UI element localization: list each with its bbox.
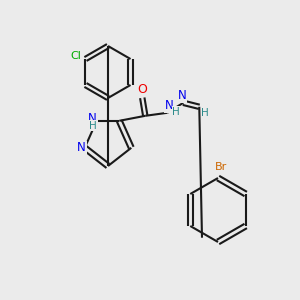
Text: Cl: Cl [70, 51, 81, 61]
Text: N: N [165, 99, 174, 112]
Text: N: N [77, 141, 86, 154]
Text: H: H [201, 108, 209, 118]
Text: H: H [89, 121, 97, 131]
Text: N: N [178, 89, 187, 102]
Text: O: O [137, 83, 147, 96]
Text: N: N [88, 112, 97, 125]
Text: Br: Br [215, 162, 227, 172]
Text: H: H [172, 107, 180, 117]
